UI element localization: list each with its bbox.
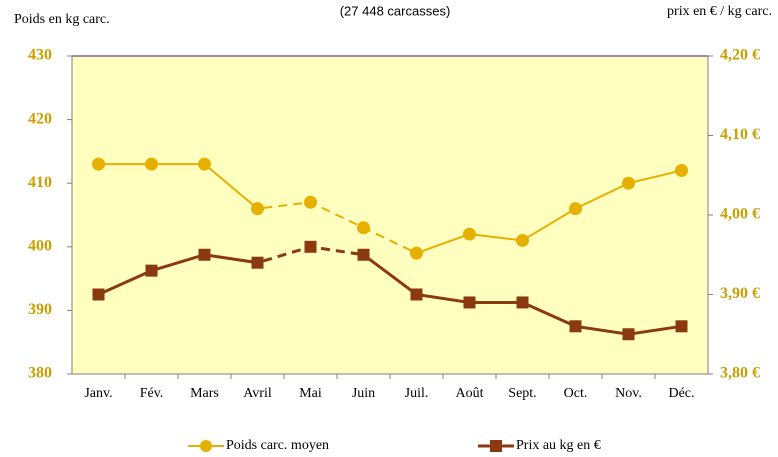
y-tick-label: 390 [28,301,52,318]
marker [463,296,476,309]
marker [622,328,635,341]
legend-label: Poids carc. moyen [226,438,329,453]
marker [145,157,158,171]
marker [304,195,317,209]
marker [622,176,635,190]
legend-marker [490,440,502,452]
marker [675,163,688,177]
legend-label: Prix au kg en € [516,438,601,453]
x-tick-label: Avril [243,386,272,401]
y-tick-label: 430 [28,47,52,64]
marker [198,157,211,171]
x-tick-label: Août [456,386,484,401]
x-tick-label: Oct. [564,386,588,401]
y2-tick-label: 4,10 € [720,126,760,143]
y2-tick-label: 4,20 € [720,47,760,64]
marker [92,157,105,171]
y2-tick-label: 3,90 € [720,285,760,302]
y2-tick-label: 3,80 € [720,365,760,382]
marker [198,248,211,261]
marker [516,296,529,309]
marker [145,264,158,277]
marker [569,202,582,216]
marker [569,320,582,333]
x-tick-label: Mars [190,386,219,401]
y-axis-label: Poids en kg carc. [14,12,110,27]
x-tick-label: Sept. [508,386,536,401]
marker [516,233,529,247]
marker [675,320,688,333]
marker [410,288,423,301]
marker [357,248,370,261]
x-tick-label: Déc. [668,386,694,401]
chart-title: (27 448 carcasses) [340,3,451,18]
marker [357,221,370,235]
marker [463,227,476,241]
y-tick-label: 400 [28,237,52,254]
x-tick-label: Fév. [140,386,164,401]
x-tick-label: Mai [299,386,322,401]
y2-tick-label: 4,00 € [720,206,760,223]
y-tick-label: 380 [28,365,52,382]
marker [92,288,105,301]
line-series [98,163,682,255]
y-tick-label: 420 [28,110,52,127]
x-tick-label: Juin [352,386,375,401]
line-series [97,245,682,336]
x-tick-label: Nov. [615,386,642,401]
marker [251,202,264,216]
plot-area [71,55,709,375]
marker [304,240,317,253]
legend-marker [200,440,212,452]
y2-axis-label: prix en € / kg carc. [667,4,772,19]
y-tick-label: 410 [28,174,52,191]
x-tick-label: Janv. [84,386,112,401]
x-tick-label: Juil. [405,386,429,401]
marker [251,256,264,269]
marker [410,246,423,260]
